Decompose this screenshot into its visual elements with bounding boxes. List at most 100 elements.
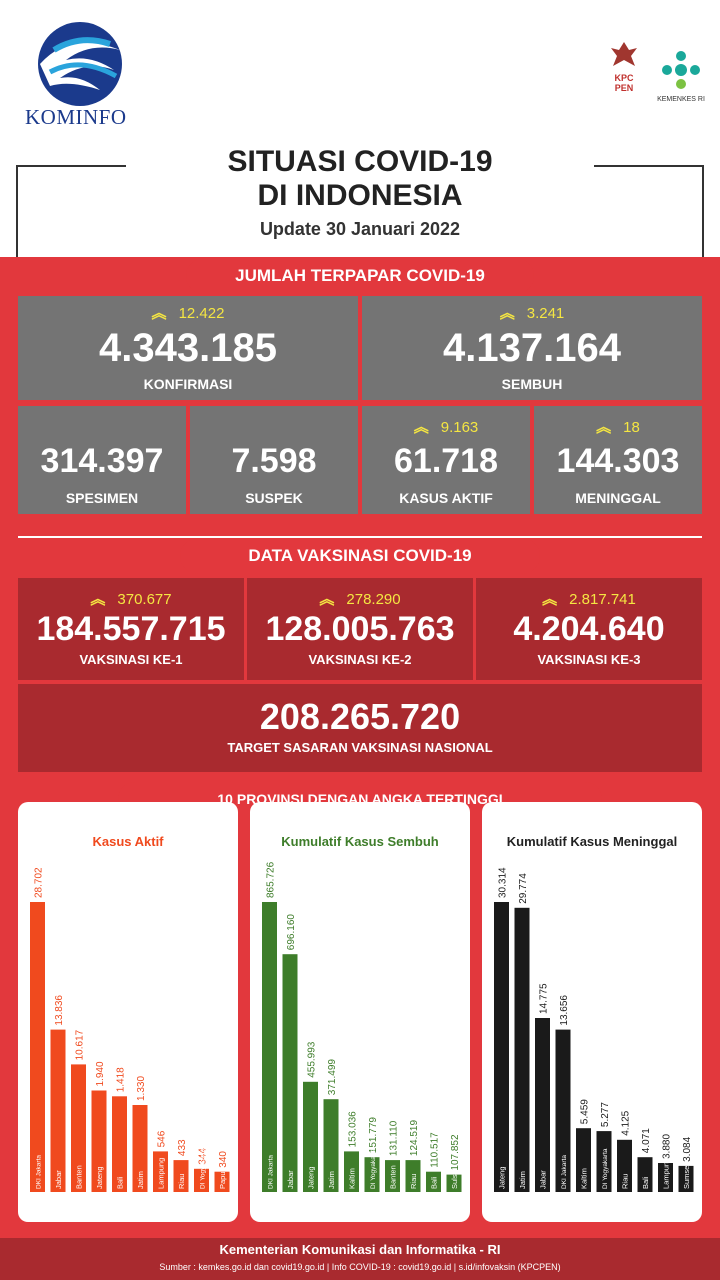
konfirmasi-delta: ︽ 12.422 (18, 302, 358, 323)
value-label: 1.418 (116, 1067, 127, 1092)
vaksinasi-ke2-label: VAKSINASI KE-2 (308, 652, 412, 667)
suspek-card: 7.598 SUSPEK (190, 406, 358, 514)
chart-title-kasus-aktif: Kasus Aktif (92, 834, 164, 849)
bar-di-yogyakarta (194, 1168, 209, 1192)
garuda-icon (611, 42, 637, 66)
kominfo-logo-icon (38, 22, 122, 106)
value-label: 3.880 (662, 1134, 673, 1159)
frame-left-vertical (16, 165, 18, 260)
sembuh-label: SEMBUH (501, 376, 563, 392)
kasus-aktif-card: ︽ 9.163 61.718 KASUS AKTIF (362, 406, 530, 514)
category-label: DKI Jakarta (561, 1155, 568, 1189)
terpapar-section-title: JUMLAH TERPAPAR COVID-19 (186, 258, 534, 294)
bar-banten (385, 1160, 400, 1192)
bar-riau (173, 1160, 189, 1192)
category-label: DKI Jakarta (268, 1155, 275, 1189)
chevron-up-icon: ︽ (499, 305, 515, 322)
chevron-up-icon: ︽ (413, 419, 429, 436)
vaksinasi-ke3-card: ︽ 2.817.741 4.204.640 VAKSINASI KE-3 (476, 578, 702, 680)
kpcpen-logo: KPC PEN (606, 40, 642, 104)
bar-dki-jakarta (30, 902, 45, 1192)
value-label: 151.779 (368, 1117, 379, 1154)
page-title-line2: DI INDONESIA (257, 179, 463, 212)
category-label: Banten (75, 1165, 84, 1189)
frame-right-vertical (702, 165, 704, 260)
value-label: 4.125 (621, 1110, 632, 1135)
footer-line1: Kementerian Komunikasi dan Informatika -… (219, 1242, 501, 1257)
category-label: Jabar (539, 1170, 548, 1189)
meninggal-delta: ︽ 18 (534, 416, 702, 437)
kemenkes-logo (656, 50, 706, 100)
chart-title-sembuh: Kumulatif Kasus Sembuh (281, 834, 439, 849)
bar-jabar (50, 1029, 66, 1192)
category-label: Kaltim (348, 1168, 357, 1189)
kpcpen-text-1: KPC (614, 73, 634, 83)
category-label: Kaltim (580, 1168, 589, 1189)
category-label: Sulsel (450, 1168, 459, 1189)
meninggal-card: ︽ 18 144.303 MENINGGAL (534, 406, 702, 514)
chevron-up-icon: ︽ (542, 591, 558, 608)
chart-title-meninggal: Kumulatif Kasus Meninggal (506, 834, 678, 849)
category-label: Papua (218, 1166, 227, 1189)
bar-jateng (303, 1081, 318, 1192)
value-label: 5.459 (580, 1099, 591, 1124)
konfirmasi-label: KONFIRMASI (143, 376, 233, 392)
meninggal-label: MENINGGAL (575, 490, 661, 506)
category-label: Jateng (307, 1166, 316, 1189)
value-label: 110.517 (430, 1132, 441, 1168)
frame-left-top (16, 165, 126, 167)
update-date: Update 30 Januari 2022 (259, 219, 461, 239)
value-label: 696.160 (286, 914, 297, 951)
konfirmasi-card: ︽ 12.422 4.343.185 KONFIRMASI (18, 296, 358, 400)
chart-panel-sembuh: Kumulatif Kasus Sembuh 865.726 DKI Jakart… (250, 802, 470, 1222)
value-label: 107.852 (450, 1134, 461, 1171)
value-label: 5.277 (600, 1102, 611, 1127)
frame-right-top (594, 165, 704, 167)
chevron-up-icon: ︽ (319, 591, 335, 608)
spesimen-value: 314.397 (40, 442, 164, 480)
bar-papua (214, 1171, 230, 1192)
kasus-aktif-value: 61.718 (394, 442, 498, 480)
value-label: 30.314 (498, 867, 509, 898)
category-label: Bali (116, 1176, 125, 1189)
category-label: Jatim (136, 1171, 145, 1189)
value-label: 371.499 (327, 1059, 338, 1096)
value-label: 14.775 (539, 983, 550, 1014)
category-label: Bali (430, 1176, 439, 1189)
vaksinasi-ke3-delta: ︽ 2.817.741 (476, 588, 702, 609)
bar-banten (71, 1064, 86, 1192)
kasus-aktif-label: KASUS AKTIF (399, 490, 493, 506)
category-label: Bali (641, 1176, 650, 1189)
category-label: DI Yogyakarta (200, 1148, 207, 1189)
chevron-up-icon: ︽ (596, 419, 612, 436)
chart-panel-meninggal: Kumulatif Kasus Meninggal 30.314 Jateng 29… (482, 802, 702, 1222)
category-label: Riau (621, 1174, 630, 1189)
spesimen-label: SPESIMEN (65, 490, 139, 506)
value-label: 344 (198, 1148, 209, 1165)
suspek-value: 7.598 (231, 442, 317, 480)
value-label: 131.110 (389, 1120, 400, 1156)
vaksinasi-section-title: DATA VAKSINASI COVID-19 (180, 538, 540, 574)
bar-jateng (494, 902, 509, 1192)
bar-jatim (323, 1099, 339, 1192)
category-label: Riau (409, 1174, 418, 1189)
category-label: DI Yogyakarta (602, 1148, 609, 1189)
target-vaksinasi-value: 208.265.720 (259, 696, 461, 737)
bar-jatim (514, 907, 530, 1192)
bar-jabar (535, 1018, 550, 1192)
bar-jatim (132, 1105, 148, 1192)
vaksinasi-ke1-delta: ︽ 370.677 (18, 588, 244, 609)
bar-di-yogyakarta (364, 1157, 380, 1192)
category-label: Jabar (286, 1170, 295, 1189)
sembuh-delta: ︽ 3.241 (362, 302, 702, 323)
kasus-aktif-delta: ︽ 9.163 (362, 416, 530, 437)
bar-riau (405, 1160, 421, 1192)
bar-kaltim (576, 1128, 591, 1192)
konfirmasi-value: 4.343.185 (99, 326, 277, 370)
category-label: Jateng (95, 1166, 104, 1189)
bar-kaltim (344, 1151, 359, 1192)
page-title-line1: SITUASI COVID-19 (227, 145, 493, 178)
value-label: 455.993 (307, 1041, 318, 1078)
value-label: 1.940 (95, 1061, 106, 1086)
category-label: Lampung (662, 1158, 671, 1189)
